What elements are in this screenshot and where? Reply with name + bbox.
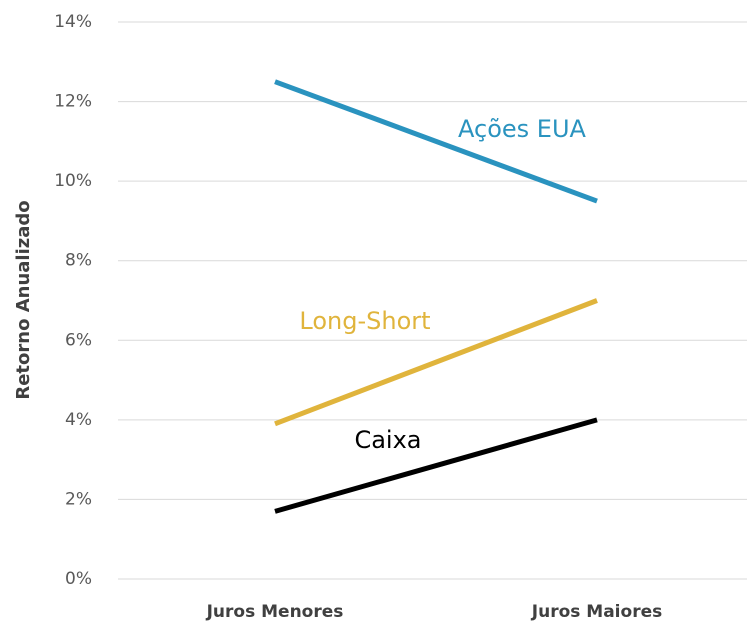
y-tick-label: 6%	[65, 330, 92, 350]
series-label: Ações EUA	[458, 115, 587, 143]
y-tick-label: 14%	[54, 12, 92, 32]
y-tick-label: 10%	[54, 171, 92, 191]
y-tick-label: 4%	[65, 410, 92, 430]
series-line	[274, 298, 598, 427]
series-line	[274, 79, 598, 204]
y-tick-label: 8%	[65, 251, 92, 271]
y-tick-label: 12%	[54, 92, 92, 112]
y-axis-label: Retorno Anualizado	[13, 200, 34, 399]
y-tick-label: 0%	[65, 569, 92, 589]
series-label: Long-Short	[299, 307, 430, 335]
series-label: Caixa	[354, 426, 421, 454]
x-tick-label: Juros Maiores	[531, 602, 662, 622]
y-tick-label: 2%	[65, 489, 92, 509]
x-tick-label: Juros Menores	[206, 602, 344, 622]
series-line	[274, 417, 598, 514]
